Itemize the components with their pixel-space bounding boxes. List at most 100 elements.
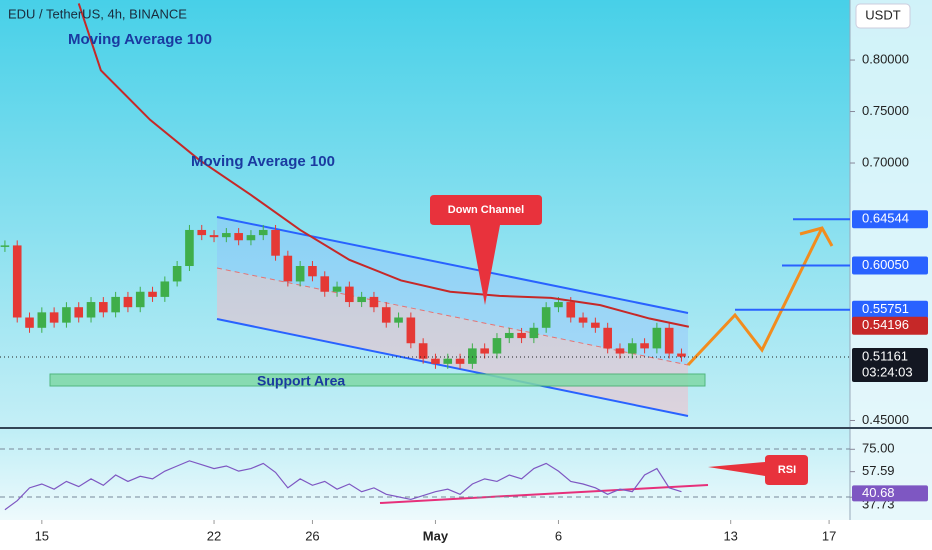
candle: [677, 353, 686, 357]
candle: [431, 358, 440, 364]
channel-mid: [216, 267, 689, 366]
callout-text: Down Channel: [448, 204, 524, 216]
candle: [640, 343, 649, 349]
candle: [455, 358, 465, 364]
annotation: Support Area: [257, 373, 345, 389]
candle: [283, 255, 293, 282]
candle: [517, 332, 526, 339]
candle: [123, 296, 133, 308]
rsi-line: [4, 460, 682, 511]
candle: [652, 327, 662, 349]
candle: [49, 312, 59, 323]
x-tick-label: 15: [35, 528, 49, 543]
rsi-background: [0, 430, 850, 520]
rsi-tick-label: 57.59: [862, 463, 895, 478]
x-tick-label: 13: [723, 528, 737, 543]
candle: [394, 317, 403, 323]
y-tick-label: 0.70000: [862, 154, 909, 169]
candle: [209, 235, 219, 238]
moving-average: [77, 3, 690, 328]
price-marker-label: 0.55751: [862, 301, 909, 316]
candle: [62, 307, 71, 323]
y-tick-label: 0.75000: [862, 103, 909, 118]
rsi-tick-label: 75.00: [862, 441, 895, 456]
candle: [12, 245, 22, 318]
candle: [369, 296, 379, 308]
candle: [554, 302, 563, 308]
rsi-trendline: [379, 484, 709, 504]
price-marker: [852, 316, 928, 335]
candle: [148, 291, 157, 297]
candle: [246, 235, 256, 241]
y-tick-label: 0.80000: [862, 51, 909, 66]
candle: [603, 327, 612, 349]
candle: [418, 343, 428, 359]
candle: [664, 327, 674, 354]
candle: [578, 317, 588, 323]
candle: [332, 286, 342, 292]
candle: [406, 317, 416, 344]
candle: [135, 291, 145, 308]
candle: [37, 312, 47, 328]
candle: [308, 266, 317, 277]
projection: [686, 227, 824, 367]
candle: [160, 281, 170, 297]
callout-rsi: [708, 455, 808, 485]
annotation: Moving Average 100: [191, 153, 335, 170]
projection-arrow: [799, 226, 834, 247]
candle: [25, 317, 34, 328]
candle: [111, 296, 120, 313]
last-price-label: 0.51161: [862, 348, 908, 363]
x-tick-label: 26: [305, 528, 319, 543]
candle: [504, 332, 514, 339]
currency-button[interactable]: [855, 3, 911, 29]
countdown: 03:24:03: [862, 364, 913, 379]
candle: [591, 322, 600, 328]
candle: [295, 266, 305, 282]
candle: [74, 307, 84, 318]
candle: [381, 307, 391, 323]
price-marker: [852, 256, 928, 275]
candle: [492, 338, 502, 354]
price-marker-label: 0.60050: [862, 257, 909, 272]
candle: [258, 229, 268, 236]
candle: [86, 302, 96, 318]
candle: [480, 348, 489, 354]
channel-bottom: [216, 318, 689, 417]
support-area: [49, 373, 706, 387]
candle: [627, 343, 637, 354]
x-tick-label: 6: [555, 528, 562, 543]
candle: [615, 348, 625, 354]
y-tick-label: 0.45000: [862, 412, 909, 427]
candle: [468, 348, 477, 364]
last-price-marker: [852, 348, 928, 383]
callout-down-channel: [430, 195, 542, 305]
rsi-marker: [852, 485, 928, 502]
price-marker-label: 0.54196: [862, 317, 909, 332]
candle: [357, 296, 366, 303]
time-axis: [0, 520, 932, 550]
candle: [99, 302, 108, 313]
candle: [443, 358, 453, 364]
currency[interactable]: USDT: [865, 7, 900, 22]
chart-title: EDU / TetherUS, 4h, BINANCE: [8, 6, 187, 21]
candle: [320, 276, 330, 292]
candle: [185, 229, 194, 267]
candle: [566, 302, 576, 318]
channel-top: [216, 216, 689, 314]
candle: [222, 233, 231, 238]
price-marker: [852, 300, 928, 319]
candle: [345, 286, 354, 303]
candle: [271, 229, 280, 256]
candle: [197, 229, 207, 236]
x-tick-label: 17: [822, 528, 836, 543]
candle: [541, 307, 551, 328]
price-marker-label: 0.64544: [862, 211, 909, 226]
callout-text: RSI: [778, 464, 796, 476]
x-tick-label: 22: [207, 528, 221, 543]
candle: [0, 245, 10, 247]
price-marker: [852, 210, 928, 229]
candle: [529, 327, 539, 339]
x-tick-label: May: [423, 528, 449, 543]
